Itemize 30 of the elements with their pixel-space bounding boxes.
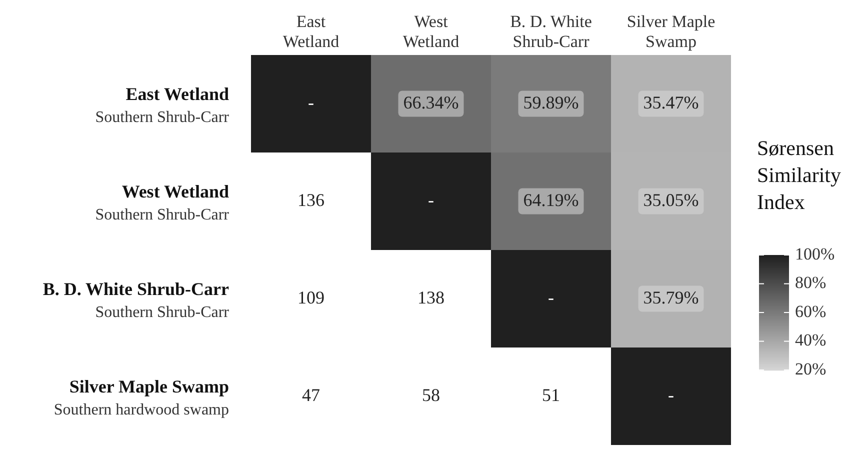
data-label: -	[548, 287, 554, 308]
color-bar-label: 40%	[795, 330, 826, 350]
text: 51	[542, 384, 560, 405]
y-tick-label: East Wetland Southern Shrub-Carr	[95, 84, 230, 126]
text: 136	[298, 190, 324, 210]
data-label: 64.19%	[523, 190, 579, 210]
y-tick-label: Silver Maple Swamp Southern hardwood swamp	[54, 376, 229, 418]
color-bar-title: Sørensen Similarity Index	[757, 136, 842, 214]
text: 47	[302, 384, 320, 405]
x-tick-label: B. D. White Shrub-Carr	[510, 12, 592, 51]
text: 138	[418, 287, 444, 308]
x-tick-label: Silver Maple Swamp	[626, 12, 716, 51]
text: 109	[298, 287, 324, 308]
text: 58	[422, 384, 440, 405]
data-label: 35.05%	[643, 190, 699, 210]
y-tick-label: B. D. White Shrub-Carr Southern Shrub-Carr	[42, 278, 230, 321]
color-bar-label: 80%	[795, 273, 826, 292]
data-label: -	[668, 384, 674, 405]
data-label: 66.34%	[403, 92, 459, 112]
x-tick-label: East Wetland	[282, 12, 340, 51]
data-label: 35.79%	[643, 287, 699, 308]
data-label: 59.89%	[523, 92, 579, 112]
data-label: -	[428, 190, 434, 210]
color-bar-label: 60%	[795, 302, 826, 321]
data-label: -	[308, 92, 314, 112]
color-bar-label: 20%	[795, 359, 826, 378]
data-label: 35.47%	[643, 92, 699, 112]
y-tick-label: West Wetland Southern Shrub-Carr	[95, 181, 230, 224]
color-bar-label: 100%	[795, 244, 835, 264]
x-tick-label: West Wetland	[402, 12, 460, 51]
